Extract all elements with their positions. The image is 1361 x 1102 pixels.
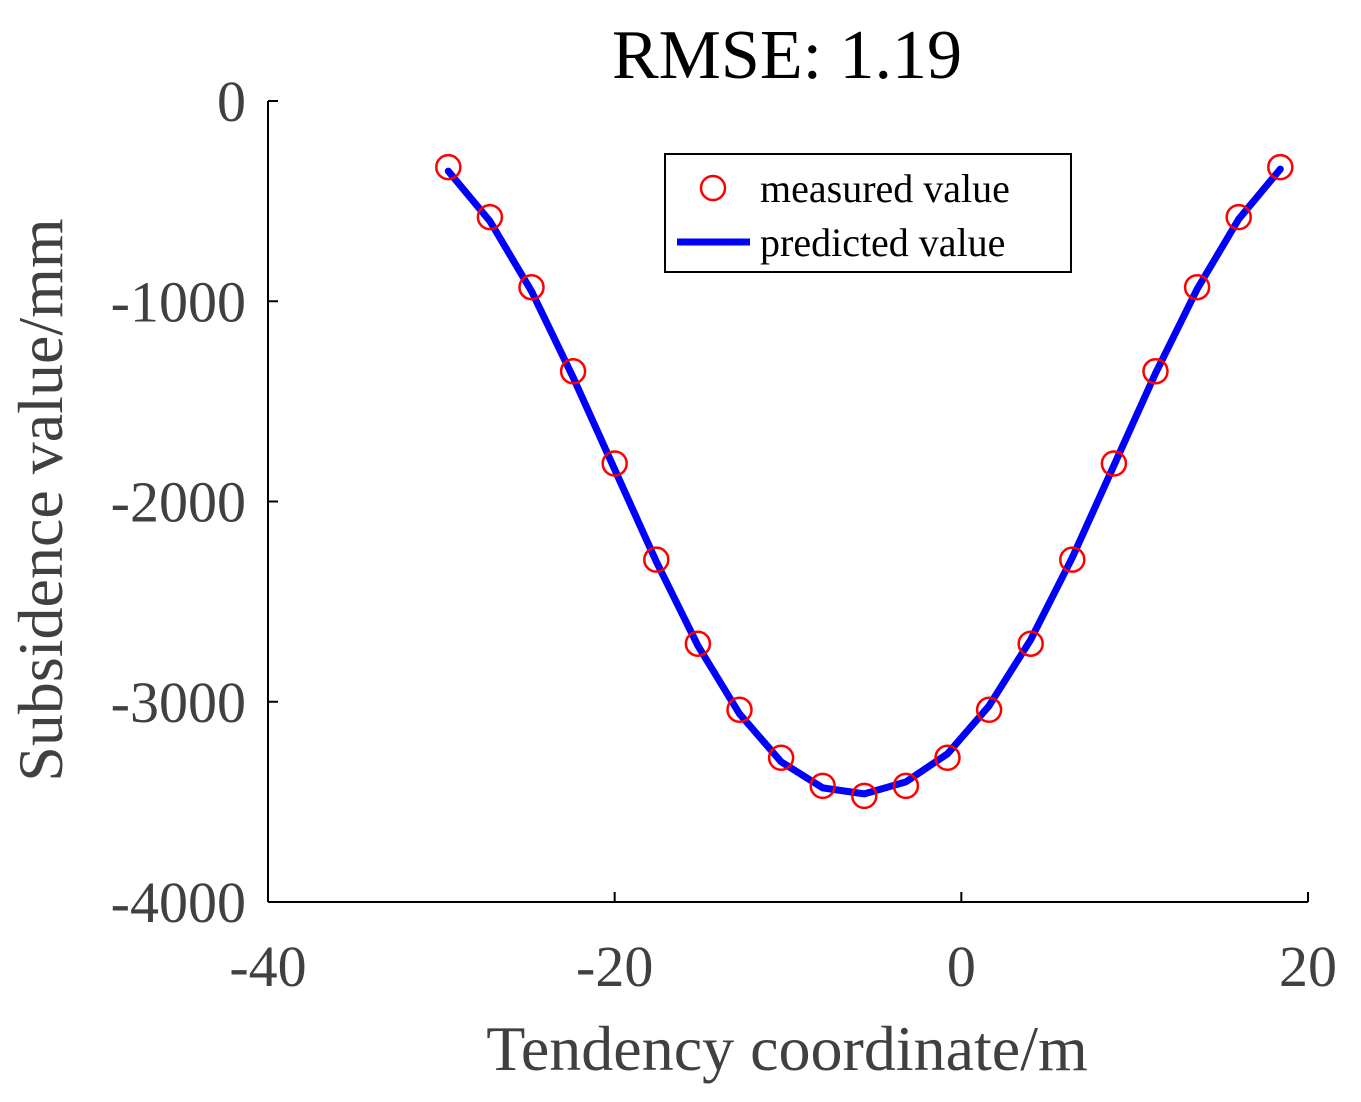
y-tick-label: -3000 (111, 670, 246, 735)
measured-point (934, 744, 961, 772)
measured-point (1225, 203, 1252, 231)
measured-point (726, 696, 753, 724)
x-tick-label: -40 (229, 934, 306, 999)
measured-point (476, 203, 504, 231)
measured-point (1059, 546, 1086, 573)
measured-point (559, 358, 587, 385)
predicted-value-line (444, 165, 1284, 798)
legend-measured-label: measured value (760, 166, 1010, 211)
measured-point (851, 782, 878, 810)
measured-point (518, 273, 545, 301)
measured-point (601, 450, 628, 477)
legend: measured value predicted value (664, 153, 1072, 273)
x-tick-label: 0 (947, 934, 976, 999)
measured-point (1183, 273, 1211, 301)
ticks: -40 -20 0 20 0 -1000 -2000 -3000 -4000 (111, 69, 1337, 999)
measured-point (684, 630, 712, 657)
chart-title: RMSE: 1.19 (612, 17, 962, 94)
predicted-series (444, 165, 1284, 798)
measured-point (435, 153, 462, 181)
measured-point (1100, 450, 1128, 477)
x-tick-label: -20 (576, 934, 653, 999)
measured-series (435, 153, 1294, 810)
measured-point (643, 546, 670, 573)
y-tick-label: -2000 (111, 470, 246, 535)
y-tick-label: -1000 (111, 269, 246, 334)
x-tick-label: 20 (1279, 934, 1337, 999)
measured-point (892, 772, 920, 800)
x-axis-title: Tendency coordinate/m (486, 1013, 1088, 1084)
measured-point (975, 696, 1003, 724)
legend-measured-marker (699, 174, 727, 202)
measured-point (1017, 630, 1044, 657)
legend-predicted-label: predicted value (760, 220, 1005, 265)
legend-box (664, 153, 1072, 273)
y-tick-label: -4000 (111, 870, 246, 935)
y-tick-label: 0 (217, 69, 246, 134)
measured-point (1142, 358, 1169, 385)
measured-point (1267, 153, 1294, 181)
measured-point (809, 772, 836, 800)
y-axis-title: Subsidence value/mm (5, 218, 76, 781)
measured-point (767, 744, 795, 772)
